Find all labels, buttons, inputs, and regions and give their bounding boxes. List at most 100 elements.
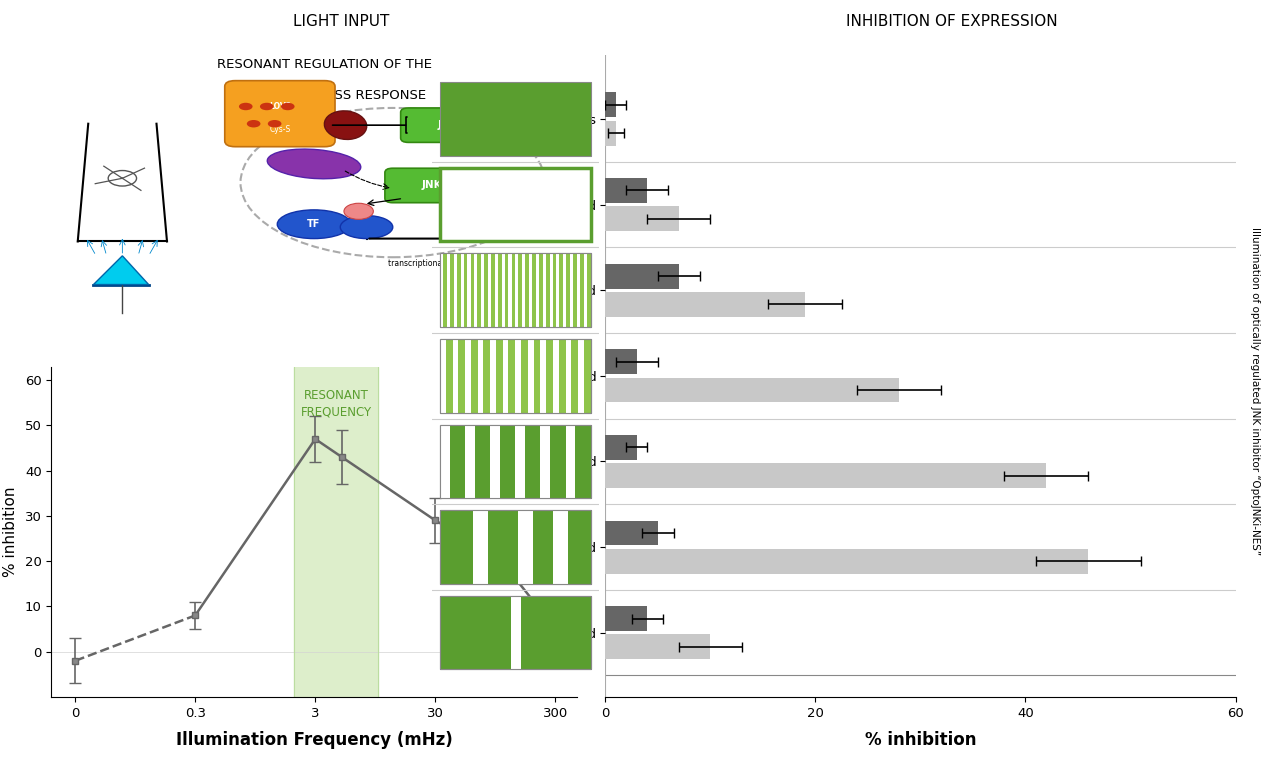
Bar xyxy=(440,424,591,498)
Circle shape xyxy=(344,204,373,219)
Text: JNK: JNK xyxy=(422,180,443,190)
Bar xyxy=(475,254,477,327)
Bar xyxy=(605,549,1089,574)
Bar xyxy=(474,511,488,584)
Bar xyxy=(543,254,546,327)
Bar xyxy=(605,606,647,631)
Bar xyxy=(515,254,519,327)
Circle shape xyxy=(260,103,274,110)
Bar xyxy=(440,339,445,413)
Bar xyxy=(605,634,710,659)
Bar xyxy=(490,339,495,413)
Bar xyxy=(535,254,539,327)
Bar xyxy=(465,339,471,413)
Bar xyxy=(529,254,532,327)
Bar xyxy=(550,254,552,327)
Bar xyxy=(605,92,616,117)
Bar xyxy=(440,596,591,669)
Text: NEURONAL STRESS RESPONSE: NEURONAL STRESS RESPONSE xyxy=(223,89,426,103)
Circle shape xyxy=(247,120,260,128)
Bar xyxy=(605,206,680,231)
Bar xyxy=(605,377,900,402)
Bar xyxy=(577,254,580,327)
Bar xyxy=(556,254,560,327)
Bar xyxy=(584,254,587,327)
Ellipse shape xyxy=(324,111,367,139)
Bar xyxy=(578,339,584,413)
Bar xyxy=(605,349,637,374)
Bar xyxy=(494,254,498,327)
Text: Illumination of optically regulated JNK inhibitor “OptoJNKi-NES”: Illumination of optically regulated JNK … xyxy=(1250,227,1260,556)
Bar xyxy=(440,254,591,327)
Bar xyxy=(553,511,568,584)
Bar xyxy=(454,254,457,327)
Bar xyxy=(523,254,525,327)
Bar xyxy=(553,339,559,413)
Bar xyxy=(605,435,637,460)
Circle shape xyxy=(268,120,282,128)
Bar xyxy=(564,254,566,327)
Bar xyxy=(565,424,575,498)
Bar xyxy=(467,254,471,327)
FancyBboxPatch shape xyxy=(400,108,495,143)
Text: P: P xyxy=(356,208,360,215)
X-axis label: Illumination Frequency (mHz): Illumination Frequency (mHz) xyxy=(175,731,453,749)
Bar xyxy=(488,254,492,327)
Bar xyxy=(440,254,443,327)
Bar xyxy=(528,339,534,413)
Bar xyxy=(440,168,591,241)
Bar xyxy=(440,254,591,327)
Text: Cys-S: Cys-S xyxy=(269,125,291,134)
Y-axis label: % inhibition: % inhibition xyxy=(3,486,18,577)
Bar xyxy=(295,366,378,697)
Bar xyxy=(570,254,573,327)
Text: JNK: JNK xyxy=(438,120,458,130)
Bar xyxy=(541,424,550,498)
Ellipse shape xyxy=(268,149,360,179)
Bar xyxy=(440,511,591,584)
Bar xyxy=(605,521,658,546)
Bar xyxy=(440,511,591,584)
Bar xyxy=(503,339,508,413)
Bar xyxy=(519,511,533,584)
Bar xyxy=(440,424,449,498)
Text: LIGHT INPUT: LIGHT INPUT xyxy=(292,14,389,29)
Bar xyxy=(605,121,616,146)
Bar xyxy=(515,339,521,413)
Bar xyxy=(477,339,484,413)
Text: LOV2: LOV2 xyxy=(269,102,291,111)
Bar xyxy=(453,339,458,413)
Bar xyxy=(541,339,546,413)
Bar xyxy=(605,292,804,317)
Bar xyxy=(440,339,591,413)
Bar xyxy=(461,254,463,327)
X-axis label: % inhibition: % inhibition xyxy=(865,731,977,749)
Ellipse shape xyxy=(340,215,393,239)
Text: INHIBITION OF EXPRESSION: INHIBITION OF EXPRESSION xyxy=(846,14,1058,29)
Bar xyxy=(605,264,680,289)
Bar xyxy=(440,82,591,156)
Bar xyxy=(605,178,647,203)
Text: transcriptional response: transcriptional response xyxy=(389,258,481,268)
Bar xyxy=(440,596,591,669)
Ellipse shape xyxy=(277,210,351,239)
Bar xyxy=(515,424,525,498)
Text: RESONANT REGULATION OF THE: RESONANT REGULATION OF THE xyxy=(218,58,432,70)
Bar xyxy=(511,596,521,669)
Polygon shape xyxy=(94,256,148,284)
FancyBboxPatch shape xyxy=(385,168,480,203)
Bar xyxy=(490,424,499,498)
Bar xyxy=(440,339,591,413)
Bar xyxy=(502,254,505,327)
Bar xyxy=(508,254,511,327)
Circle shape xyxy=(281,103,295,110)
Bar xyxy=(465,424,475,498)
Circle shape xyxy=(239,103,252,110)
Text: TF: TF xyxy=(308,219,320,229)
Bar xyxy=(440,424,591,498)
FancyBboxPatch shape xyxy=(225,81,335,146)
Bar xyxy=(447,254,450,327)
Text: RESONANT
FREQUENCY: RESONANT FREQUENCY xyxy=(301,389,372,418)
Bar xyxy=(605,463,1046,488)
Bar xyxy=(481,254,484,327)
